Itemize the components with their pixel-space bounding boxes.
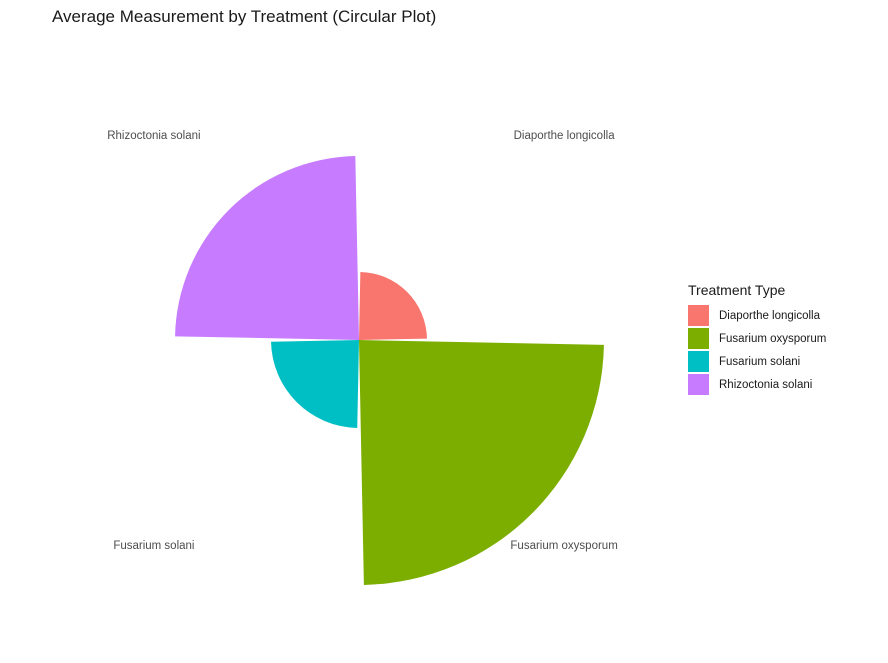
legend-label: Fusarium solani bbox=[719, 355, 801, 368]
category-label-fusarium-solani: Fusarium solani bbox=[113, 540, 194, 552]
legend-key bbox=[688, 374, 709, 395]
legend-key bbox=[688, 351, 709, 372]
category-labels-group: Diaporthe longicolla Fusarium oxysporum Fu… bbox=[107, 130, 618, 552]
wedge-fusarium-oxysporum bbox=[359, 340, 604, 585]
wedge-fusarium-solani bbox=[271, 340, 359, 428]
legend-title: Treatment Type bbox=[688, 282, 786, 298]
chart-title: Average Measurement by Treatment (Circul… bbox=[52, 7, 437, 26]
legend: Treatment Type Diaporthe longicolla Fusar… bbox=[688, 282, 826, 396]
legend-key bbox=[688, 305, 709, 326]
wedge-rhizoctonia-solani bbox=[175, 156, 359, 340]
legend-item-rhizoctonia-solani: Rhizoctonia solani bbox=[688, 373, 826, 396]
legend-item-fusarium-oxysporum: Fusarium oxysporum bbox=[688, 327, 826, 350]
category-label-diaporthe-longicolla: Diaporthe longicolla bbox=[514, 130, 616, 142]
wedge-diaporthe-longicolla bbox=[359, 272, 427, 340]
legend-items: Diaporthe longicolla Fusarium oxysporum Fu… bbox=[688, 304, 826, 396]
legend-key bbox=[688, 328, 709, 349]
legend-label: Fusarium oxysporum bbox=[719, 332, 827, 345]
legend-item-fusarium-solani: Fusarium solani bbox=[688, 350, 826, 373]
legend-item-diaporthe-longicolla: Diaporthe longicolla bbox=[688, 304, 826, 327]
legend-label: Diaporthe longicolla bbox=[719, 309, 821, 322]
category-label-fusarium-oxysporum: Fusarium oxysporum bbox=[510, 540, 617, 552]
category-label-rhizoctonia-solani: Rhizoctonia solani bbox=[107, 130, 200, 142]
legend-label: Rhizoctonia solani bbox=[719, 378, 813, 391]
wedges-group bbox=[175, 156, 604, 585]
